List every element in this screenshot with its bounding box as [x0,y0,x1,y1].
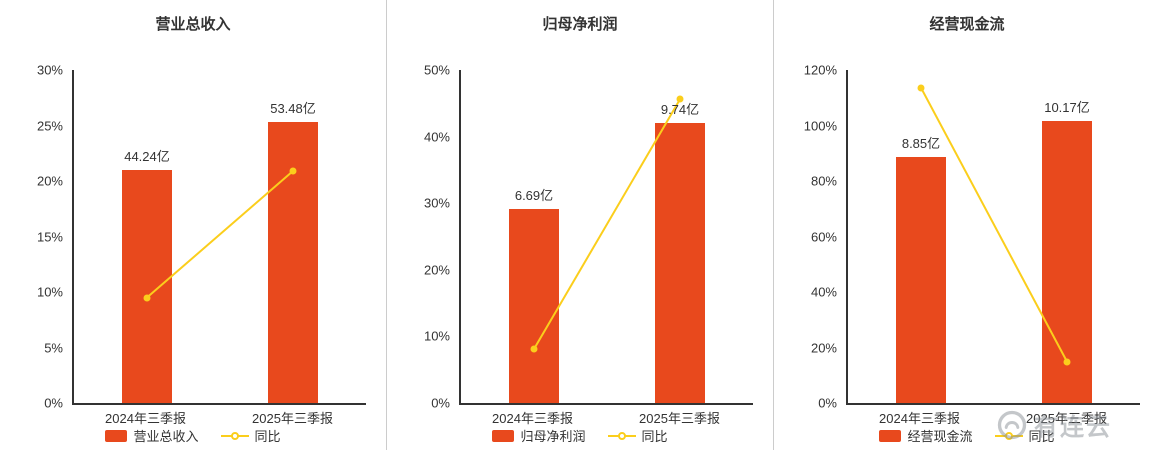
y-tick-label: 20% [423,262,450,278]
legend-label: 营业总收入 [133,429,199,444]
x-tick-label: 2024年三季报 [879,411,960,426]
x-axis-labels: 2024年三季报 2025年三季报 [72,408,366,426]
x-tick-label: 2025年三季报 [252,411,333,426]
chart-title: 经营现金流 [929,16,1005,33]
y-tick-label: 100% [803,118,837,133]
line-point-marker [917,84,925,92]
legend-label: 经营现金流 [907,429,973,444]
y-tick-label: 0% [431,395,450,411]
y-tick-label: 10% [36,284,63,300]
watermark-logo-icon [997,410,1027,439]
bar-series-swatch [492,429,515,442]
line-series-swatch [220,430,249,442]
y-tick-label: 20% [36,173,63,189]
legend-label: 同比 [641,429,668,444]
plot-area: 0% 5% 10% 15% 20% 25% 30% 44.24亿 53.48亿 [37,63,366,411]
bar-value-label: 9.74亿 [660,101,700,117]
legend: 归母净利润 同比 [387,426,773,445]
y-tick-label: 50% [423,62,450,78]
y-tick-label: 30% [36,62,63,78]
y-tick-label: 30% [423,195,450,211]
plot-area: 0% 10% 20% 30% 40% 50% 6.69亿 9.74亿 [424,63,753,411]
bar-value-label: 8.85亿 [901,136,941,152]
line-point-marker [143,294,151,302]
legend-label: 归母净利润 [520,429,586,444]
y-tick-label: 80% [810,173,837,189]
plot-area: 0% 20% 40% 60% 80% 100% 120% 8.85亿 10.17亿 [804,63,1140,411]
legend-item-line-series[interactable]: 同比 [607,426,668,445]
watermark: 有连云 [997,407,1112,442]
y-tick-label: 0% [818,395,837,411]
bar [655,122,705,403]
x-tick-label: 2024年三季报 [492,411,573,426]
x-axis-labels: 2024年三季报 2025年三季报 [459,408,753,426]
chart-panel-revenue: 营业总收入 0% 5% 10% 15% 20% 25% 30% 44.24亿 53.48亿 20… [0,0,386,450]
x-tick-label: 2025年三季报 [1026,411,1107,426]
bar-value-label: 44.24亿 [124,148,170,164]
legend-item-bar-series[interactable]: 营业总收入 [105,426,199,445]
x-axis-labels: 2024年三季报 2025年三季报 [846,408,1140,426]
bar [122,169,172,403]
legend-item-bar-series[interactable]: 归母净利润 [492,426,586,445]
line-point-marker [530,345,538,353]
yoy-line-chart [74,70,366,403]
bar [509,209,559,403]
y-tick-label: 15% [36,229,63,244]
legend: 营业总收入 同比 [0,426,386,445]
y-tick-label: 40% [810,284,837,300]
watermark-text: 有连云 [1034,414,1112,441]
line-series-swatch [607,430,636,442]
line-marker-icon [617,431,626,440]
legend-item-line-series[interactable]: 同比 [220,426,281,445]
x-tick-label: 2024年三季报 [105,411,186,426]
bar-series-swatch [879,429,902,442]
chart-panel-operating-cash-flow: 经营现金流 0% 20% 40% 60% 80% 100% 120% 8.85亿 10.17亿 … [773,0,1160,450]
line-point-marker [289,167,297,175]
chart-title: 归母净利润 [542,16,618,33]
y-tick-label: 5% [44,340,63,355]
y-tick-label: 120% [803,62,837,78]
y-tick-label: 0% [44,395,63,411]
x-tick-label: 2025年三季报 [639,411,720,426]
bar-value-label: 10.17亿 [1044,99,1090,115]
yoy-line-chart [848,70,1140,403]
bar-series-swatch [105,429,128,442]
line-marker-icon [230,431,239,440]
bar-value-label: 6.69亿 [514,188,554,204]
chart-title: 营业总收入 [155,16,231,33]
bar [1042,120,1092,403]
y-tick-label: 25% [36,118,63,133]
line-point-marker [1063,358,1071,366]
legend-item-bar-series[interactable]: 经营现金流 [879,426,973,445]
y-tick-label: 20% [810,340,837,355]
bar-value-label: 53.48亿 [270,101,316,117]
y-tick-label: 40% [423,129,450,145]
legend-label: 同比 [254,429,281,444]
legend-label: 同比 [1028,429,1055,444]
bar [896,157,946,403]
y-tick-label: 60% [810,229,837,244]
yoy-line-chart [461,70,753,403]
y-tick-label: 10% [423,328,450,344]
line-point-marker [676,95,684,103]
chart-panel-net-profit: 归母净利润 0% 10% 20% 30% 40% 50% 6.69亿 9.74亿 2024年三… [386,0,773,450]
